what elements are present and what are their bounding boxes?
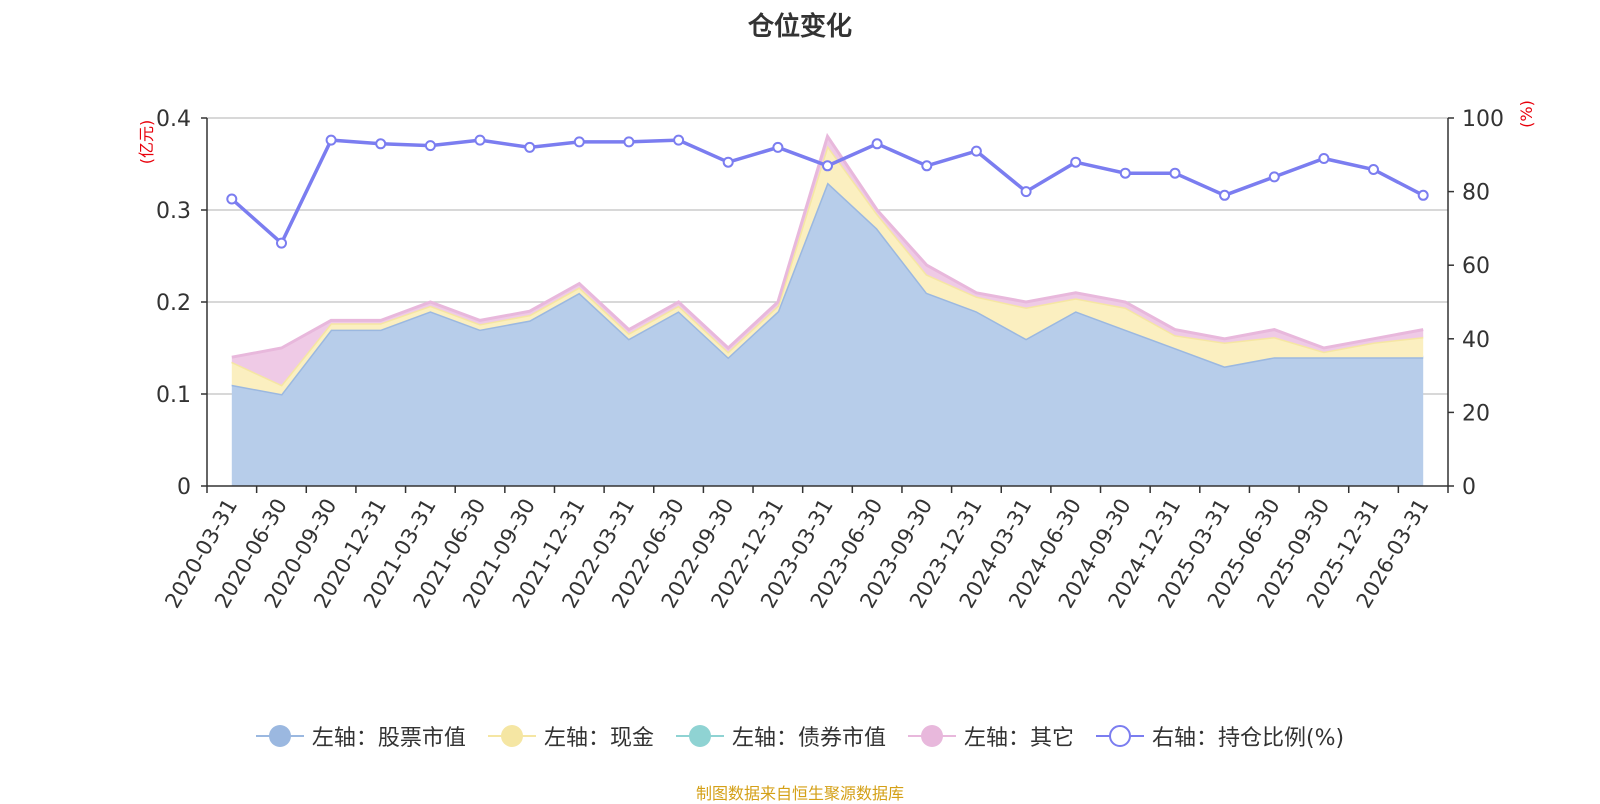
legend-symbol-icon [255, 724, 304, 748]
holding-ratio-point [1219, 189, 1231, 201]
legend-label: 左轴：现金 [543, 726, 654, 751]
holding-ratio-point [1368, 164, 1379, 175]
chart-title: 仓位变化 [747, 12, 852, 42]
holding-ratio-point [1070, 156, 1082, 168]
holding-ratio-point [673, 134, 685, 146]
holding-ratio-point [325, 134, 337, 146]
chart-legend: 左轴：股票市值 左轴：现金 左轴：债券市值 左轴：其它 右轴：持仓比例(%) [0, 720, 1600, 752]
right-axis-tick-label: 40 [1462, 328, 1490, 353]
legend-symbol-icon [907, 724, 956, 748]
legend-item[interactable]: 左轴：股票市值 [255, 720, 466, 752]
holding-ratio-point [276, 237, 287, 249]
holding-ratio-point [1318, 153, 1330, 164]
source-note: 制图数据来自恒生聚源数据库 [695, 784, 904, 803]
right-axis-tick-label: 20 [1462, 401, 1490, 426]
holding-ratio-point [822, 160, 833, 172]
legend-item[interactable]: 左轴：其它 [907, 720, 1074, 752]
legend-item[interactable]: 右轴：持仓比例(%) [1095, 720, 1345, 752]
holding-ratio-point [921, 160, 933, 172]
holding-ratio-point [722, 156, 734, 168]
left-axis-tick-label: 0.4 [156, 107, 191, 132]
left-axis-title: (亿元) [137, 120, 156, 165]
holding-ratio-point [524, 141, 536, 153]
left-axis-tick-label: 0.1 [156, 383, 191, 408]
legend-item[interactable]: 左轴：现金 [487, 720, 654, 752]
left-axis-tick-label: 0.2 [156, 291, 191, 316]
right-axis-tick-label: 80 [1462, 181, 1490, 206]
holding-ratio-point [1119, 167, 1131, 179]
series-3-line [231, 132, 1424, 359]
legend-label: 左轴：债券市值 [731, 726, 886, 751]
legend-label: 右轴：持仓比例(%) [1151, 726, 1345, 751]
right-axis-title: (%) [1517, 100, 1536, 128]
holding-ratio-point [474, 134, 486, 146]
holding-ratio-point [375, 138, 387, 150]
holding-ratio-point [1020, 186, 1032, 198]
right-axis-tick-label: 0 [1462, 475, 1476, 500]
series-0-area [231, 182, 1424, 486]
legend-label: 左轴：其它 [963, 726, 1074, 751]
holding-ratio-point [1169, 167, 1181, 179]
right-axis-tick-label: 100 [1462, 107, 1504, 132]
legend-label: 左轴：股票市值 [311, 726, 466, 751]
holding-ratio-point [871, 138, 883, 150]
legend-symbol-icon [487, 724, 536, 748]
left-axis-tick-label: 0.3 [156, 199, 191, 224]
holding-ratio-point [424, 140, 436, 152]
holding-ratio-point [1417, 189, 1429, 201]
left-axis-tick-label: 0 [177, 475, 191, 500]
legend-symbol-icon [1095, 724, 1144, 748]
holding-ratio-point [970, 145, 982, 157]
legend-item[interactable]: 左轴：债券市值 [675, 720, 886, 752]
holding-ratio-point [623, 136, 635, 148]
holding-ratio-point [573, 136, 585, 148]
right-axis-tick-label: 60 [1462, 254, 1490, 279]
holding-ratio-point [1268, 171, 1280, 183]
holding-ratio-point [226, 193, 238, 205]
holding-ratio-point [772, 141, 784, 153]
legend-symbol-icon [675, 724, 724, 748]
